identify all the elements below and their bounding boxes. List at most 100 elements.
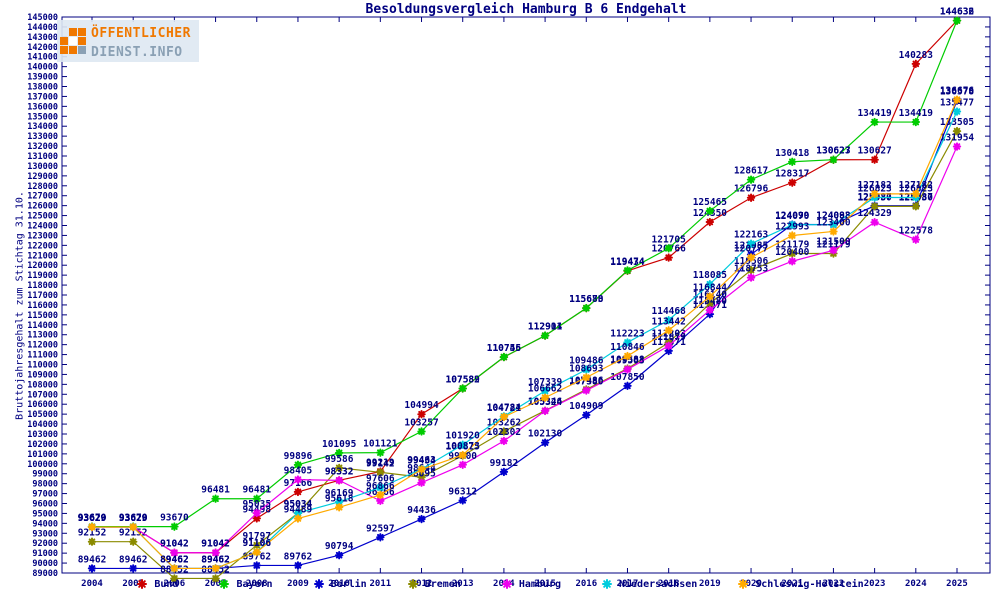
data-point-label: 107582 (446, 375, 480, 386)
axis-label: 126000 (27, 202, 58, 212)
data-point-marker (499, 436, 509, 446)
data-point-marker (417, 427, 426, 436)
data-point-marker (252, 494, 261, 503)
axis-label: 2016 (575, 579, 597, 589)
axis-label: 127000 (27, 192, 58, 202)
data-point-marker (540, 386, 550, 396)
axis-label: 2020 (740, 579, 762, 589)
data-point-marker (746, 265, 756, 275)
axis-label: 2023 (864, 579, 886, 589)
data-point-label: 122993 (775, 221, 810, 232)
data-point-marker (870, 202, 879, 211)
axis-label: 2012 (411, 579, 433, 589)
axis-label: 2015 (534, 579, 556, 589)
data-point-marker (128, 537, 138, 546)
data-point-label: 90794 (325, 541, 354, 552)
data-point-label: 104994 (404, 400, 439, 411)
data-point-marker (952, 107, 962, 116)
data-point-label: 133505 (940, 117, 975, 128)
axis-label: 124000 (27, 222, 58, 232)
axis-label: 109000 (27, 370, 58, 380)
series-line (92, 20, 958, 554)
data-point-label: 89762 (284, 551, 313, 562)
data-point-marker (211, 564, 220, 573)
series-line (92, 20, 958, 528)
axis-label: 112000 (27, 341, 58, 351)
chart-title: Besoldungsvergleich Hamburg B 6 Endgehal… (365, 2, 687, 17)
data-point-label: 105346 (528, 397, 563, 408)
data-point-label: 107850 (610, 372, 645, 383)
data-point-label: 124329 (857, 208, 892, 219)
data-point-label: 121179 (816, 240, 851, 251)
legend-label: Niedersachsen (618, 578, 698, 590)
data-point-label: 96169 (325, 488, 354, 499)
data-point-marker (623, 266, 632, 275)
data-point-label: 93670 (119, 513, 148, 524)
data-point-label: 95035 (242, 499, 271, 510)
axis-label: 2009 (287, 579, 309, 589)
data-point-label: 99463 (407, 455, 436, 466)
legend-marker-icon (738, 579, 749, 589)
data-point-label: 122578 (899, 226, 934, 237)
axis-label: 123000 (27, 231, 58, 241)
data-point-label: 124099 (775, 211, 810, 222)
data-point-label: 94436 (407, 505, 436, 516)
logo-text-line2: DIENST.INFO (91, 45, 183, 60)
axis-label: 130000 (27, 162, 58, 172)
data-point-label: 99142 (366, 458, 395, 469)
data-point-marker (458, 384, 467, 393)
data-point-label: 126796 (734, 184, 769, 195)
axis-label: 132000 (27, 142, 58, 152)
data-point-label: 115673 (569, 294, 604, 305)
data-point-marker (87, 522, 97, 532)
data-point-marker (788, 220, 797, 230)
data-point-marker (952, 126, 962, 136)
axis-label: 131000 (27, 152, 58, 162)
data-point-label: 91042 (201, 539, 230, 550)
axis-label: 103000 (27, 430, 58, 440)
data-point-label: 116844 (693, 283, 728, 294)
data-point-marker (252, 547, 261, 557)
axis-label: 101000 (27, 450, 58, 460)
data-point-marker (788, 178, 797, 187)
data-point-marker (705, 299, 715, 308)
axis-label: 104000 (27, 420, 58, 430)
data-point-label: 96866 (366, 481, 395, 492)
data-point-marker (458, 450, 467, 460)
axis-label: 136000 (27, 102, 58, 112)
data-point-marker (499, 352, 509, 362)
axis-label: 2011 (369, 579, 391, 589)
series-line (92, 146, 958, 554)
data-point-label: 99219 (366, 458, 395, 469)
data-point-label: 124093 (816, 211, 851, 222)
axis-label: 106000 (27, 400, 58, 410)
data-point-marker (664, 253, 673, 262)
legend-label: Hamburg (518, 578, 561, 590)
data-point-label: 99896 (284, 451, 313, 462)
axis-label: 141000 (27, 53, 58, 63)
axis-label: 113000 (27, 331, 58, 341)
axis-label: 2024 (905, 579, 927, 589)
axis-label: 115000 (27, 311, 58, 321)
data-point-marker (911, 59, 921, 69)
data-point-label: 124088 (816, 211, 851, 222)
data-point-label: 134419 (857, 108, 892, 119)
axis-label: 2010 (328, 579, 350, 589)
data-point-label: 96481 (201, 485, 230, 496)
data-point-label: 91106 (242, 538, 271, 549)
data-point-marker (788, 157, 797, 166)
axis-label: 93000 (32, 529, 58, 539)
data-point-label: 119434 (610, 257, 645, 268)
data-point-marker (952, 142, 962, 151)
data-point-marker (829, 246, 838, 255)
data-point-label: 115480 (693, 296, 728, 307)
data-point-marker (417, 478, 426, 487)
axis-label: 120000 (27, 261, 58, 271)
axis-label: 95000 (32, 509, 58, 519)
chart-legend: Bund Bayern Berlin Bremen Hamburg Niedersachs… (0, 578, 1000, 590)
oeffentlicher-dienst-logo[interactable]: ÖFFENTLICHER DIENST.INFO (57, 20, 199, 62)
data-point-marker (788, 249, 797, 258)
axis-label: 128000 (27, 182, 58, 192)
data-point-label: 98095 (407, 469, 436, 480)
axis-label: 145000 (27, 13, 58, 23)
